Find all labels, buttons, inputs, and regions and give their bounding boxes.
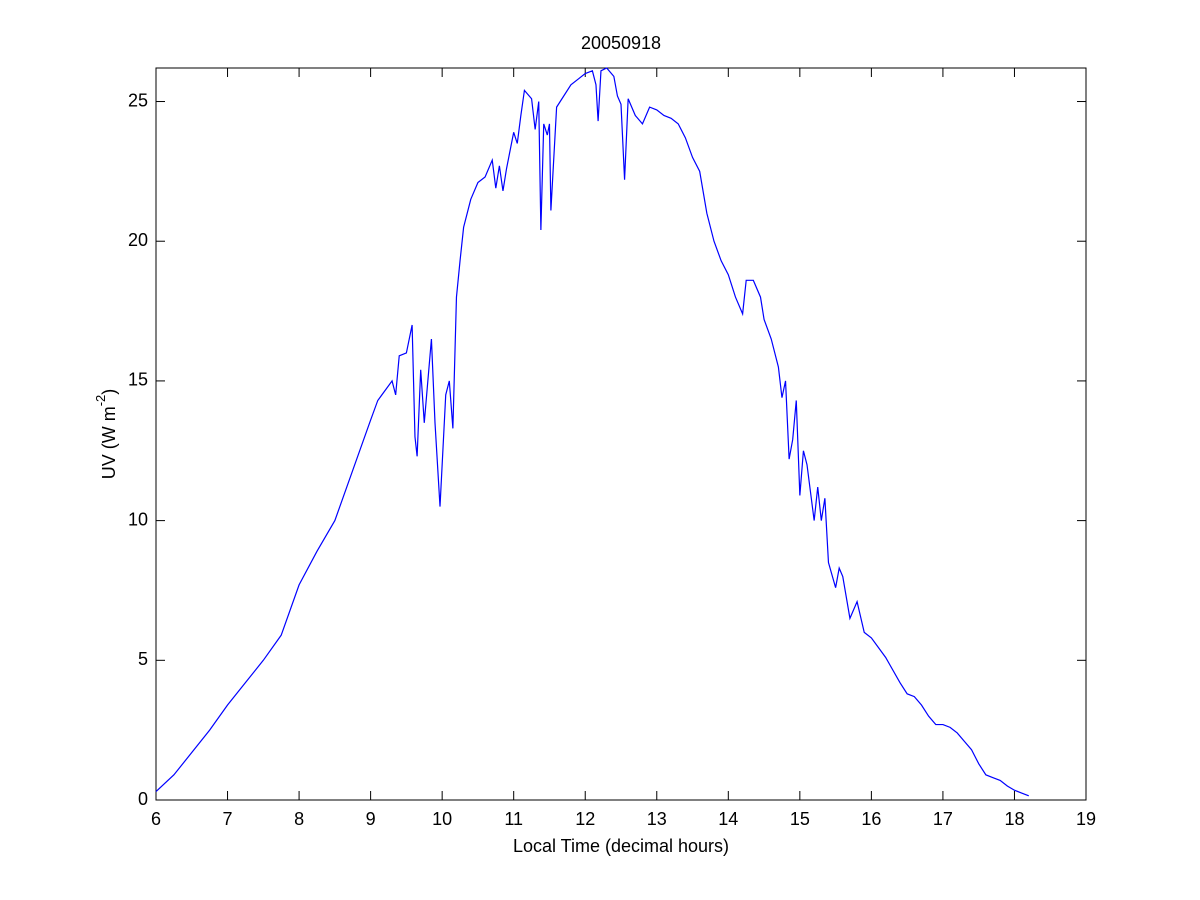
- x-axis-label: Local Time (decimal hours): [513, 836, 729, 856]
- x-tick-label: 12: [575, 809, 595, 829]
- x-tick-label: 11: [504, 809, 523, 829]
- y-tick-label: 5: [138, 649, 148, 669]
- y-axis-label: UV (W m-2): [93, 389, 118, 480]
- x-tick-label: 18: [1004, 809, 1024, 829]
- y-label-text: UV (W m: [99, 406, 119, 479]
- x-tick-label: 14: [718, 809, 738, 829]
- x-tick-label: 16: [861, 809, 881, 829]
- x-tick-label: 19: [1076, 809, 1096, 829]
- x-tick-label: 9: [366, 809, 376, 829]
- y-tick-label: 20: [128, 230, 148, 250]
- y-tick-label: 10: [128, 509, 148, 529]
- y-label-suffix: ): [99, 389, 119, 395]
- data-line: [155, 67, 1029, 797]
- plot-area: [155, 67, 1087, 801]
- x-tick-label: 10: [432, 809, 452, 829]
- x-tick-label: 8: [294, 809, 304, 829]
- chart-title: 20050918: [581, 33, 661, 53]
- y-tick-label: 0: [138, 789, 148, 809]
- y-tick-label: 15: [128, 370, 148, 390]
- x-tick-label: 15: [790, 809, 810, 829]
- x-tick-label: 6: [151, 809, 161, 829]
- y-label-superscript: -2: [93, 395, 108, 407]
- x-tick-label: 17: [933, 809, 953, 829]
- x-tick-label: 7: [223, 809, 233, 829]
- y-tick-label: 25: [128, 90, 148, 110]
- x-tick-label: 13: [647, 809, 667, 829]
